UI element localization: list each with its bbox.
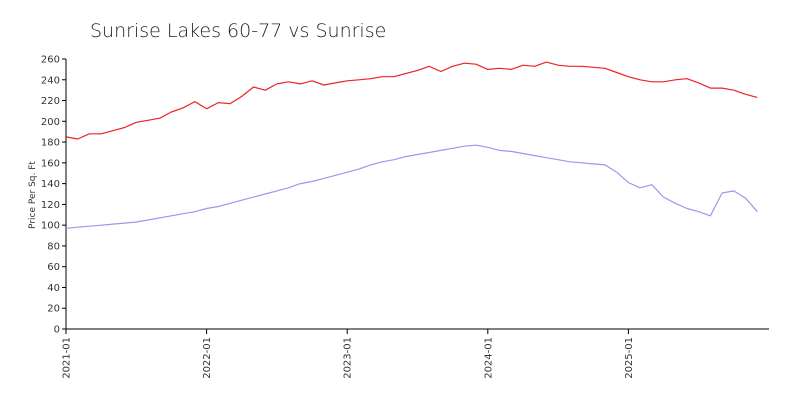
- y-tick-label: 40: [47, 283, 60, 294]
- y-tick-label: 100: [41, 221, 60, 232]
- x-tick-label: 2023-01: [343, 337, 354, 379]
- x-tick-label: 2024-01: [483, 337, 494, 379]
- series-line-2: [65, 144, 758, 229]
- y-tick-label: 180: [41, 138, 60, 149]
- x-tick-label: 2021-01: [62, 337, 73, 379]
- y-tick-label: 60: [47, 262, 60, 273]
- axes: 0 20 40 60 80 100 120 140 160 180 200 220 240 260 2021…: [41, 55, 769, 379]
- y-tick-label: 20: [47, 304, 60, 315]
- y-tick-label: 160: [41, 158, 60, 169]
- y-tick-label: 200: [41, 117, 60, 128]
- y-tick-label: 220: [41, 96, 60, 107]
- y-tick-label: 80: [47, 241, 60, 252]
- y-tick-label: 120: [41, 200, 60, 211]
- chart-title: Sunrise Lakes 60-77 vs Sunrise: [90, 20, 387, 42]
- y-tick-label: 140: [41, 179, 60, 190]
- x-tick-label: 2025-01: [624, 337, 635, 379]
- y-tick-label: 0: [54, 325, 60, 336]
- y-tick-label: 240: [41, 75, 60, 86]
- series-line-1: [65, 61, 758, 140]
- series-layer: [65, 61, 758, 229]
- y-tick-label: 260: [41, 55, 60, 66]
- y-axis-title: Price Per Sq. Ft: [28, 161, 38, 229]
- x-tick-label: 2022-01: [202, 337, 213, 379]
